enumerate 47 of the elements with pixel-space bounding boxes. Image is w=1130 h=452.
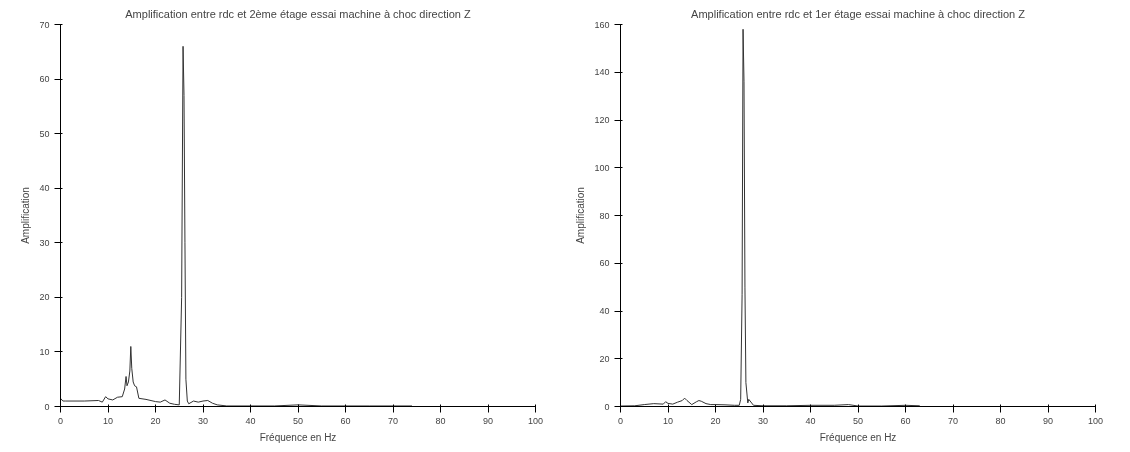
y-tick-label: 40 — [599, 306, 610, 316]
x-tick-label: 50 — [852, 415, 864, 426]
y-axis-title: Amplification — [575, 187, 587, 244]
y-tick-label: 100 — [594, 162, 610, 173]
y-tick-label: 120 — [594, 115, 610, 125]
y-tick-label: 0 — [604, 401, 610, 412]
x-tick-label: 100 — [1087, 415, 1104, 426]
x-tick-label: 40 — [805, 415, 816, 426]
y-tick-label: 10 — [39, 346, 50, 357]
y-axis-title: Amplification — [20, 187, 32, 244]
x-tick-label: 90 — [1042, 415, 1054, 426]
x-tick-label: 60 — [900, 415, 911, 426]
chart-title: Amplification entre rdc et 2ème étage essai machine à choc direction Z — [125, 7, 472, 20]
x-tick-label: 30 — [757, 415, 769, 426]
y-tick-label: 60 — [39, 74, 50, 85]
x-tick-label: 80 — [435, 415, 446, 426]
y-tick-label: 20 — [39, 292, 50, 303]
line-series — [620, 28, 921, 407]
x-tick-label: 10 — [102, 415, 114, 426]
x-tick-label: 20 — [710, 415, 721, 426]
chart-title: Amplification entre rdc et 1er étage essai machine à choc direction Z — [691, 7, 1026, 20]
y-tick-label: 30 — [39, 237, 50, 248]
x-tick-label: 0 — [58, 415, 64, 426]
x-tick-label: 60 — [340, 415, 351, 426]
x-tick-label: 40 — [245, 415, 256, 426]
x-tick-label: 50 — [292, 415, 304, 426]
y-tick-label: 80 — [599, 210, 610, 221]
y-tick-label: 160 — [594, 19, 610, 30]
x-tick-label: 70 — [387, 415, 399, 426]
y-tick-label: 50 — [39, 128, 50, 139]
x-tick-label: 90 — [482, 415, 494, 426]
line-series — [60, 45, 413, 407]
x-axis-title: Fréquence en Hz — [259, 431, 337, 443]
x-tick-label: 0 — [618, 415, 624, 426]
x-tick-label: 80 — [995, 415, 1006, 426]
x-axis-title: Fréquence en Hz — [819, 431, 897, 443]
y-tick-label: 0 — [44, 401, 50, 412]
x-tick-label: 70 — [947, 415, 959, 426]
x-tick-label: 10 — [662, 415, 674, 426]
x-tick-label: 20 — [150, 415, 161, 426]
x-tick-label: 100 — [527, 415, 544, 426]
y-tick-label: 20 — [599, 353, 610, 364]
y-tick-label: 40 — [39, 183, 50, 194]
y-tick-label: 140 — [594, 67, 610, 78]
y-tick-label: 70 — [39, 19, 50, 30]
x-tick-label: 30 — [197, 415, 209, 426]
y-tick-label: 60 — [599, 258, 610, 269]
